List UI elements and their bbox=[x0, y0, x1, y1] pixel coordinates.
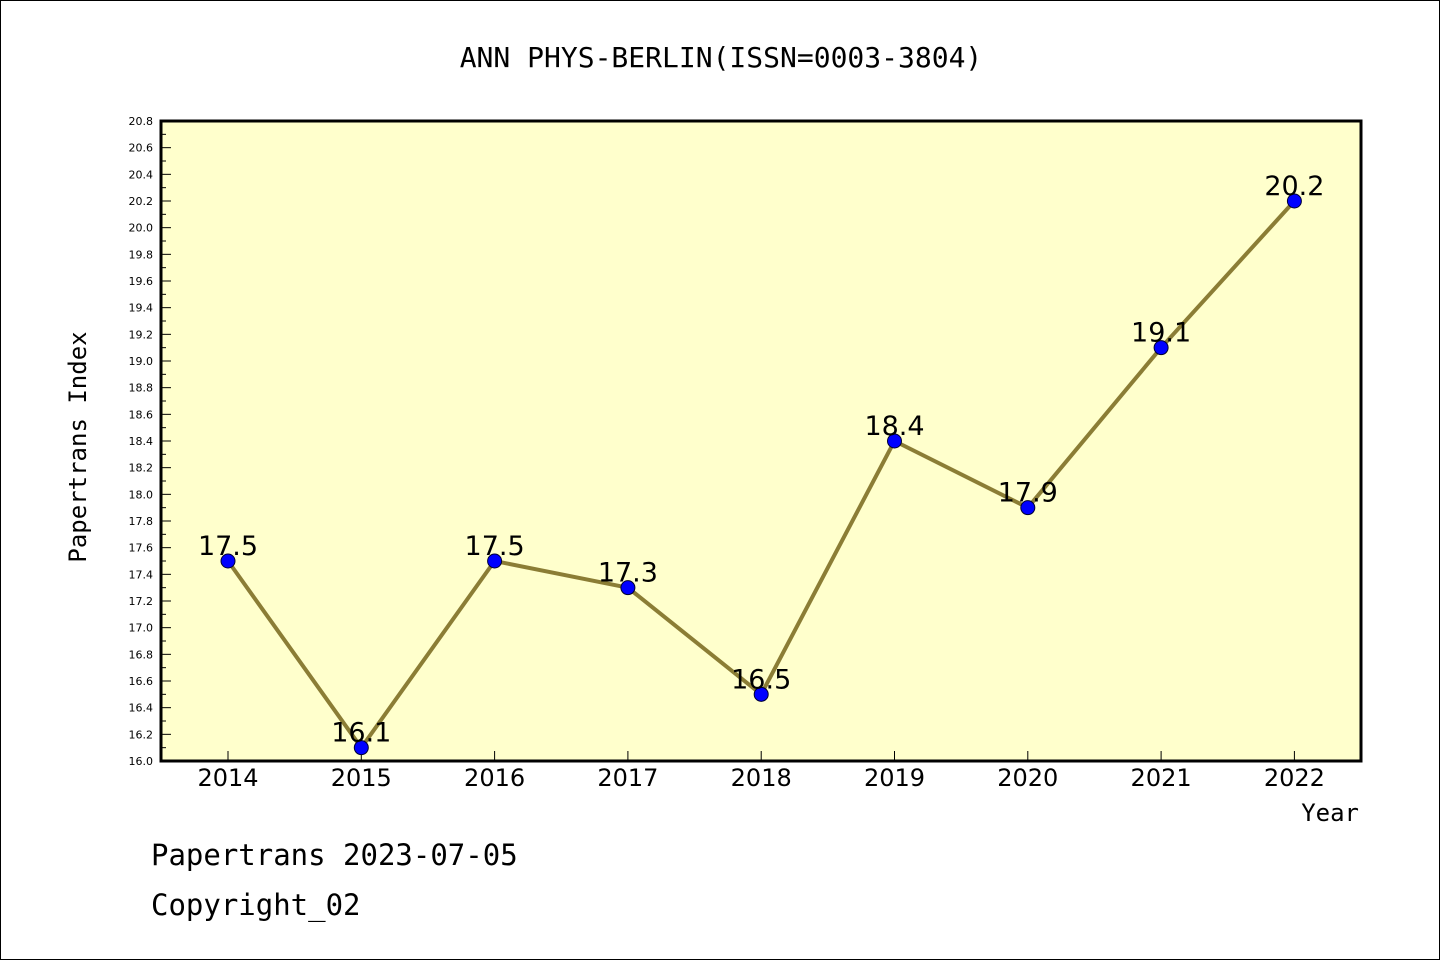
x-axis-title: Year bbox=[1301, 799, 1359, 827]
data-label: 17.5 bbox=[198, 531, 258, 562]
data-point bbox=[220, 553, 236, 569]
x-tick-label: 2020 bbox=[997, 764, 1058, 792]
footer-copyright: Copyright_02 bbox=[151, 888, 361, 923]
y-tick-label: 17.0 bbox=[129, 622, 154, 635]
data-point bbox=[620, 580, 636, 596]
data-point bbox=[1286, 193, 1302, 209]
y-tick-label: 18.2 bbox=[129, 462, 154, 475]
data-point bbox=[753, 686, 769, 702]
data-label: 17.3 bbox=[598, 558, 658, 589]
data-label: 19.1 bbox=[1131, 318, 1191, 349]
y-tick-label: 20.8 bbox=[129, 115, 154, 128]
x-tick-label: 2021 bbox=[1131, 764, 1192, 792]
data-label: 17.5 bbox=[465, 531, 525, 562]
y-tick-label: 17.6 bbox=[129, 542, 154, 555]
y-tick-label: 20.6 bbox=[129, 142, 154, 155]
x-tick-label: 2022 bbox=[1264, 764, 1325, 792]
y-tick-label: 19.4 bbox=[129, 302, 154, 315]
y-axis: 16.0 16.2 16.4 16.6 16.8 17.0 17.2 17.4 17.6 17.8… bbox=[129, 115, 171, 768]
x-tick-label: 2018 bbox=[731, 764, 792, 792]
y-tick-label: 17.2 bbox=[129, 595, 154, 608]
y-tick-label: 19.6 bbox=[129, 275, 154, 288]
x-tick-label: 2016 bbox=[464, 764, 525, 792]
plot-border bbox=[159, 119, 1363, 763]
x-tick-label: 2017 bbox=[597, 764, 658, 792]
y-tick-label: 16.4 bbox=[129, 702, 154, 715]
data-point bbox=[1020, 500, 1036, 516]
y-tick-label: 16.6 bbox=[129, 675, 154, 688]
y-tick-label: 18.4 bbox=[129, 435, 154, 448]
x-tick-label: 2014 bbox=[197, 764, 258, 792]
x-tick-label: 2019 bbox=[864, 764, 925, 792]
y-tick-label: 16.8 bbox=[129, 648, 154, 661]
data-point bbox=[487, 553, 503, 569]
data-point bbox=[887, 433, 902, 449]
data-label: 16.5 bbox=[731, 664, 791, 695]
x-axis: 2014 2015 2016 2017 2018 2019 2020 2021 2022 bbox=[197, 751, 1325, 792]
y-tick-label: 18.6 bbox=[129, 408, 154, 421]
data-label: 18.4 bbox=[864, 411, 924, 442]
y-axis-title: Papertrans Index bbox=[64, 331, 92, 562]
data-labels: 17.5 16.1 17.5 17.3 16.5 18.4 17.9 19.1 20.2 bbox=[198, 171, 1325, 749]
y-tick-label: 19.8 bbox=[129, 248, 154, 261]
y-tick-label: 20.0 bbox=[129, 222, 154, 235]
chart-title: ANN PHYS-BERLIN(ISSN=0003-3804) bbox=[460, 41, 983, 74]
data-label: 17.9 bbox=[998, 478, 1058, 509]
y-tick-label: 17.8 bbox=[129, 515, 154, 528]
footer-source: Papertrans 2023-07-05 bbox=[151, 838, 518, 872]
data-label: 16.1 bbox=[331, 718, 391, 749]
plot-area bbox=[161, 121, 1361, 761]
y-tick-label: 19.2 bbox=[129, 328, 154, 341]
data-point bbox=[1153, 340, 1169, 356]
y-tick-label: 19.0 bbox=[129, 355, 154, 368]
series-markers bbox=[220, 193, 1302, 756]
y-tick-label: 17.4 bbox=[129, 568, 154, 581]
y-tick-label: 18.0 bbox=[129, 488, 154, 501]
y-tick-label: 20.2 bbox=[129, 195, 154, 208]
y-tick-label: 16.2 bbox=[129, 728, 154, 741]
x-tick-label: 2015 bbox=[331, 764, 392, 792]
data-label: 20.2 bbox=[1264, 171, 1324, 202]
y-tick-label: 18.8 bbox=[129, 382, 154, 395]
y-tick-label: 16.0 bbox=[129, 755, 154, 768]
data-point bbox=[353, 740, 369, 756]
y-tick-label: 20.4 bbox=[129, 168, 154, 181]
